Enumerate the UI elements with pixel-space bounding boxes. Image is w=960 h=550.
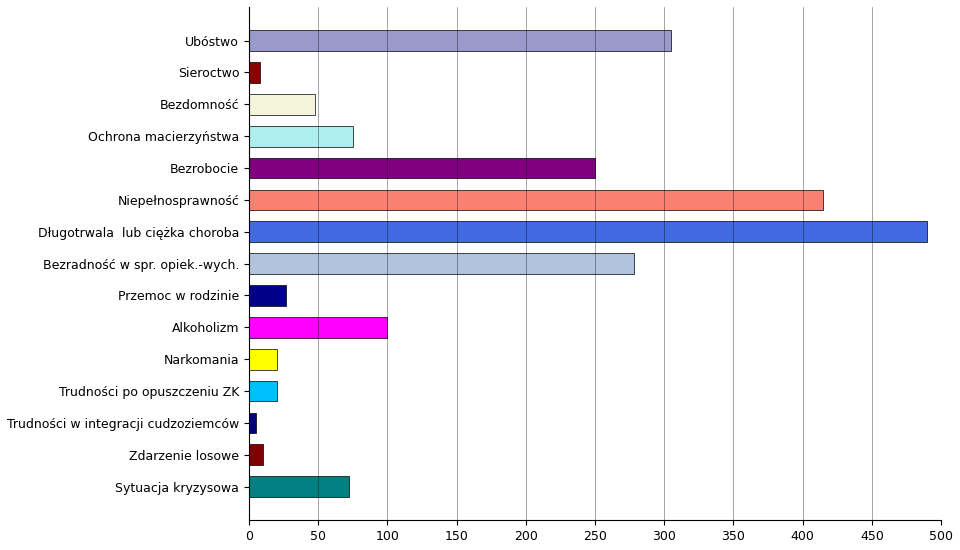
Bar [249,62,260,83]
Bar [249,381,276,402]
Bar [249,285,286,306]
Bar [249,317,387,338]
Bar [249,94,316,115]
Bar [249,158,595,178]
Bar [249,222,927,242]
Bar [249,349,276,370]
Bar [249,412,255,433]
Bar [249,190,824,210]
Bar [249,476,348,497]
Bar [249,126,352,146]
Bar [249,254,634,274]
Bar [249,444,263,465]
Bar [249,30,671,51]
